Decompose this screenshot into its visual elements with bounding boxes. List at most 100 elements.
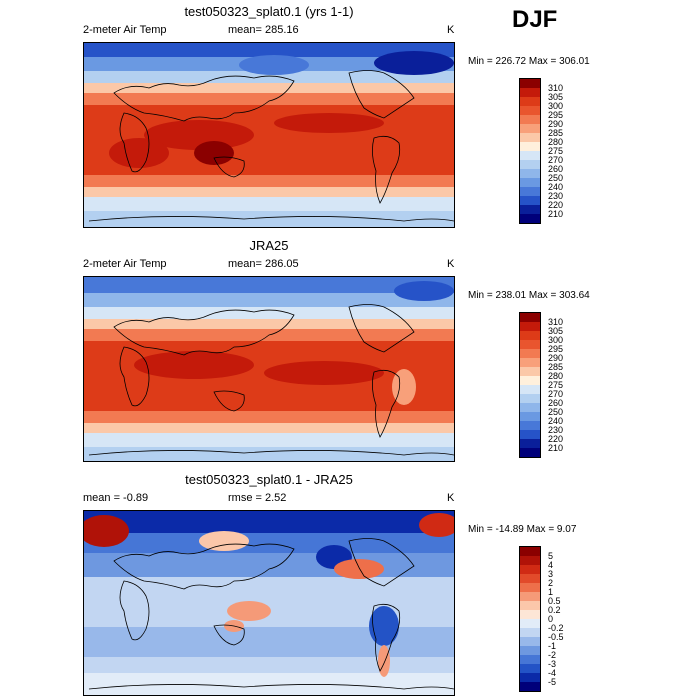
panel2-units: K (447, 258, 455, 270)
panel3-colorbar (519, 546, 541, 692)
colorbar-tick-label: -5 (548, 676, 557, 687)
colorbar-tick-label: 2 (548, 577, 554, 588)
colorbar-segment (520, 556, 540, 565)
colorbar-segment (520, 583, 540, 592)
panel2-colorbar (519, 312, 541, 458)
colorbar-tick-label: 270 (548, 388, 564, 399)
panel1-colorbar (519, 78, 541, 224)
colorbar-segment (520, 610, 540, 619)
panel3-rmse: rmse = 2.52 (228, 492, 287, 504)
colorbar-tick-label: 290 (548, 352, 564, 363)
colorbar-tick-label: 220 (548, 199, 564, 210)
colorbar-tick-label: 280 (548, 370, 564, 381)
colorbar-segment (520, 115, 540, 124)
panel2-variable: 2-meter Air Temp (83, 258, 167, 270)
colorbar-tick-label: 280 (548, 136, 564, 147)
colorbar-tick-label: -0.5 (548, 631, 564, 642)
colorbar-tick-label: -0.2 (548, 622, 564, 633)
colorbar-segment (520, 367, 540, 376)
colorbar-segment (520, 340, 540, 349)
colorbar-segment (520, 448, 540, 457)
colorbar-segment (520, 358, 540, 367)
colorbar-segment (520, 628, 540, 637)
colorbar-segment (520, 547, 540, 556)
colorbar-segment (520, 142, 540, 151)
colorbar-segment (520, 160, 540, 169)
colorbar-tick-label: -4 (548, 667, 557, 678)
colorbar-segment (520, 439, 540, 448)
colorbar-segment (520, 646, 540, 655)
colorbar-segment (520, 430, 540, 439)
colorbar-tick-label: 305 (548, 91, 564, 102)
panel1-minmax: Min = 226.72 Max = 306.01 (468, 56, 590, 67)
colorbar-tick-label: 220 (548, 433, 564, 444)
colorbar-tick-label: 240 (548, 415, 564, 426)
colorbar-segment (520, 601, 540, 610)
colorbar-segment (520, 331, 540, 340)
colorbar-tick-label: 275 (548, 379, 564, 390)
colorbar-segment (520, 214, 540, 223)
colorbar-tick-label: 260 (548, 397, 564, 408)
colorbar-tick-label: 295 (548, 109, 564, 120)
colorbar-segment (520, 97, 540, 106)
panel2-title: JRA25 (249, 238, 289, 253)
colorbar-segment (520, 664, 540, 673)
colorbar-segment (520, 169, 540, 178)
colorbar-tick-label: 1 (548, 586, 554, 597)
panel1-mean: mean= 285.16 (228, 24, 299, 36)
colorbar-segment (520, 421, 540, 430)
panel1-map (83, 42, 455, 228)
colorbar-segment (520, 196, 540, 205)
panel1-units: K (447, 24, 455, 36)
colorbar-segment (520, 106, 540, 115)
colorbar-segment (520, 376, 540, 385)
panel1-title: test050323_splat0.1 (yrs 1-1) (184, 4, 354, 19)
colorbar-tick-label: 3 (548, 568, 554, 579)
colorbar-tick-label: 275 (548, 145, 564, 156)
colorbar-segment (520, 151, 540, 160)
panel3-title: test050323_splat0.1 - JRA25 (185, 472, 353, 487)
colorbar-tick-label: 0.5 (548, 595, 561, 606)
colorbar-tick-label: 310 (548, 82, 564, 93)
colorbar-tick-label: 4 (548, 559, 554, 570)
colorbar-segment (520, 682, 540, 691)
colorbar-segment (520, 403, 540, 412)
colorbar-tick-label: 285 (548, 127, 564, 138)
colorbar-segment (520, 313, 540, 322)
colorbar-tick-label: 0.2 (548, 604, 561, 615)
colorbar-segment (520, 565, 540, 574)
colorbar-tick-label: 230 (548, 424, 564, 435)
colorbar-tick-label: 210 (548, 442, 564, 453)
colorbar-segment (520, 178, 540, 187)
colorbar-segment (520, 592, 540, 601)
colorbar-tick-label: 305 (548, 325, 564, 336)
colorbar-tick-label: 295 (548, 343, 564, 354)
colorbar-tick-label: 285 (548, 361, 564, 372)
colorbar-tick-label: 250 (548, 172, 564, 183)
colorbar-tick-label: 250 (548, 406, 564, 417)
colorbar-tick-label: 290 (548, 118, 564, 129)
panel3-minmax: Min = -14.89 Max = 9.07 (468, 524, 577, 535)
colorbar-tick-label: 300 (548, 100, 564, 111)
colorbar-tick-label: 300 (548, 334, 564, 345)
panel3-map (83, 510, 455, 696)
colorbar-segment (520, 673, 540, 682)
colorbar-segment (520, 394, 540, 403)
colorbar-tick-label: 310 (548, 316, 564, 327)
panel1-variable: 2-meter Air Temp (83, 24, 167, 36)
colorbar-tick-label: -2 (548, 649, 557, 660)
colorbar-tick-label: 210 (548, 208, 564, 219)
colorbar-segment (520, 619, 540, 628)
colorbar-segment (520, 187, 540, 196)
colorbar-segment (520, 637, 540, 646)
panel3-units: K (447, 492, 455, 504)
colorbar-segment (520, 88, 540, 97)
panel2-map (83, 276, 455, 462)
colorbar-segment (520, 133, 540, 142)
colorbar-tick-label: 270 (548, 154, 564, 165)
colorbar-tick-label: 0 (548, 613, 554, 624)
colorbar-segment (520, 124, 540, 133)
colorbar-segment (520, 349, 540, 358)
colorbar-segment (520, 655, 540, 664)
colorbar-segment (520, 412, 540, 421)
